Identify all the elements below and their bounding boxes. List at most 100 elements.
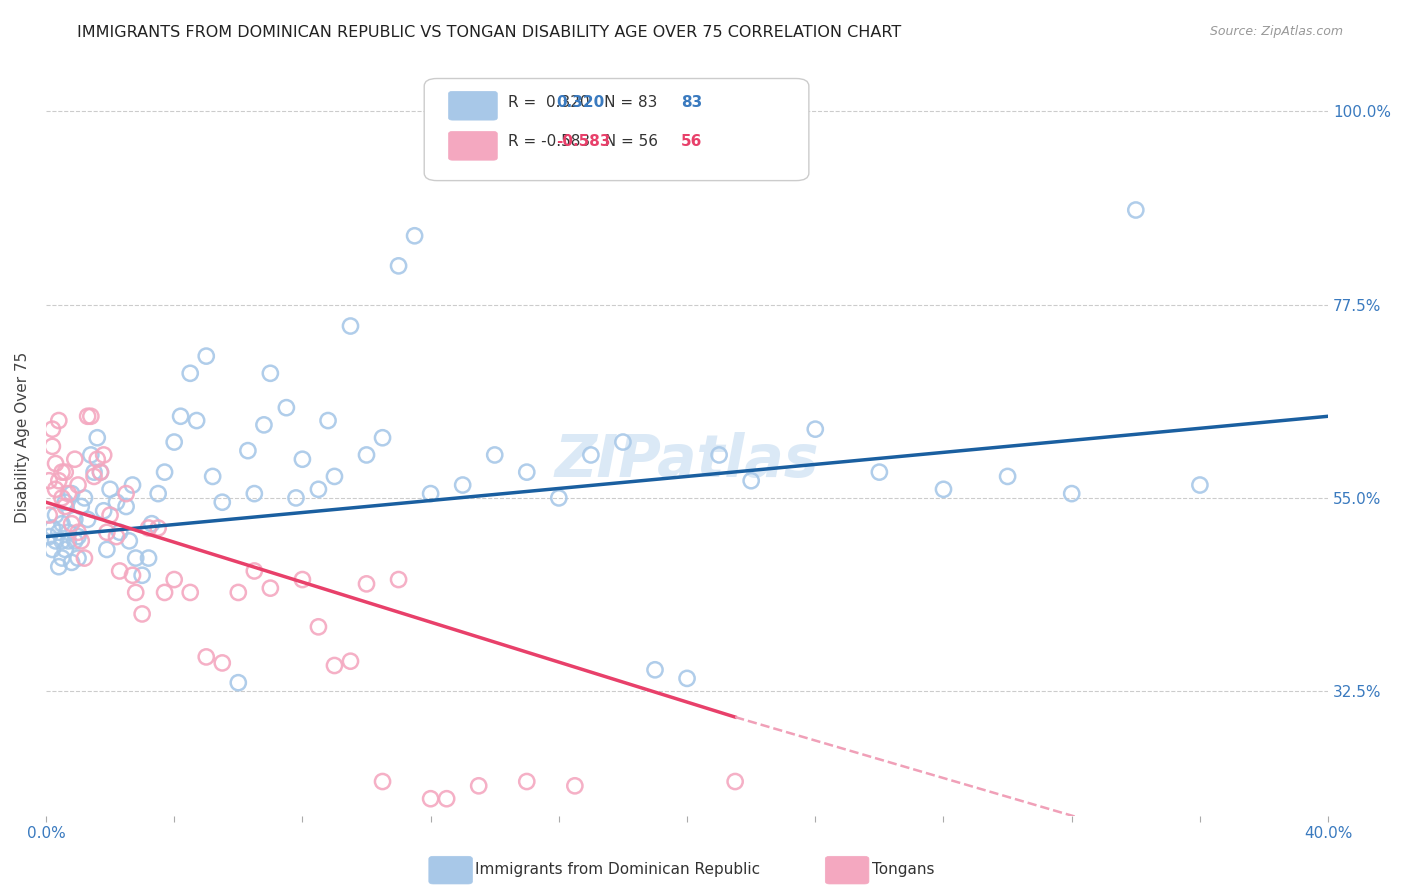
Point bbox=[51, 516, 73, 531]
Point bbox=[259, 581, 281, 595]
Point bbox=[323, 658, 346, 673]
Point bbox=[211, 495, 233, 509]
Point bbox=[146, 521, 169, 535]
Text: IMMIGRANTS FROM DOMINICAN REPUBLIC VS TONGAN DISABILITY AGE OVER 75 CORRELATION : IMMIGRANTS FROM DOMINICAN REPUBLIC VS TO… bbox=[77, 25, 901, 40]
Point bbox=[51, 533, 73, 548]
Point bbox=[1125, 202, 1147, 217]
Point bbox=[451, 478, 474, 492]
Point bbox=[387, 259, 409, 273]
Text: -0.583: -0.583 bbox=[557, 134, 610, 149]
Point bbox=[45, 483, 67, 497]
Point bbox=[169, 409, 191, 424]
Point bbox=[73, 491, 96, 505]
Point bbox=[226, 675, 249, 690]
Point bbox=[105, 530, 128, 544]
Point bbox=[70, 500, 93, 514]
Point bbox=[153, 465, 176, 479]
Text: 83: 83 bbox=[681, 95, 702, 110]
Point bbox=[564, 779, 586, 793]
Point bbox=[323, 469, 346, 483]
Point bbox=[98, 508, 121, 522]
Point bbox=[356, 448, 378, 462]
Point bbox=[98, 483, 121, 497]
Text: ZIPatlas: ZIPatlas bbox=[555, 432, 820, 489]
Point bbox=[138, 521, 160, 535]
Point bbox=[259, 366, 281, 380]
Point bbox=[118, 533, 141, 548]
Point bbox=[93, 448, 115, 462]
Point bbox=[371, 774, 394, 789]
FancyBboxPatch shape bbox=[449, 131, 498, 161]
Point bbox=[76, 512, 98, 526]
Point bbox=[51, 551, 73, 566]
Point bbox=[125, 585, 148, 599]
Text: 56: 56 bbox=[681, 134, 702, 149]
Point bbox=[51, 491, 73, 505]
Point bbox=[80, 448, 103, 462]
Point bbox=[547, 491, 569, 505]
Point bbox=[179, 366, 201, 380]
Point bbox=[163, 573, 186, 587]
Text: R =  0.320   N = 83: R = 0.320 N = 83 bbox=[508, 95, 657, 110]
Point bbox=[131, 607, 153, 621]
Point bbox=[41, 542, 63, 557]
Point bbox=[38, 508, 60, 522]
Point bbox=[51, 465, 73, 479]
Point bbox=[307, 483, 329, 497]
Point bbox=[339, 318, 361, 333]
Point bbox=[484, 448, 506, 462]
Point bbox=[740, 474, 762, 488]
Point bbox=[195, 349, 218, 363]
Point bbox=[868, 465, 890, 479]
Point bbox=[60, 516, 83, 531]
Point bbox=[60, 555, 83, 569]
Point bbox=[579, 448, 602, 462]
Point bbox=[316, 413, 339, 427]
Point bbox=[1188, 478, 1211, 492]
Point bbox=[45, 508, 67, 522]
Point bbox=[291, 573, 314, 587]
Point bbox=[141, 516, 163, 531]
Point bbox=[48, 559, 70, 574]
Point bbox=[93, 504, 115, 518]
Point bbox=[53, 542, 76, 557]
Point bbox=[96, 525, 118, 540]
Point bbox=[804, 422, 827, 436]
Point bbox=[58, 525, 80, 540]
Point bbox=[38, 474, 60, 488]
Point bbox=[276, 401, 298, 415]
Point bbox=[419, 791, 441, 805]
Point bbox=[41, 439, 63, 453]
Point bbox=[63, 512, 86, 526]
Point bbox=[63, 533, 86, 548]
Point bbox=[236, 443, 259, 458]
Point bbox=[419, 486, 441, 500]
Point bbox=[146, 486, 169, 500]
Point bbox=[467, 779, 489, 793]
Point bbox=[38, 530, 60, 544]
Text: Immigrants from Dominican Republic: Immigrants from Dominican Republic bbox=[475, 863, 761, 877]
Point bbox=[66, 551, 89, 566]
Point bbox=[163, 435, 186, 450]
Point bbox=[997, 469, 1019, 483]
FancyBboxPatch shape bbox=[425, 78, 808, 180]
Point bbox=[53, 500, 76, 514]
Point bbox=[201, 469, 224, 483]
Point bbox=[612, 435, 634, 450]
Point bbox=[45, 457, 67, 471]
Point bbox=[179, 585, 201, 599]
Point bbox=[186, 413, 208, 427]
Point bbox=[516, 465, 538, 479]
Point bbox=[115, 486, 138, 500]
Point bbox=[60, 486, 83, 500]
Point bbox=[53, 465, 76, 479]
Point bbox=[125, 551, 148, 566]
Point bbox=[1060, 486, 1083, 500]
Point bbox=[83, 465, 105, 479]
Point bbox=[73, 551, 96, 566]
Point bbox=[48, 525, 70, 540]
Point bbox=[41, 521, 63, 535]
Point bbox=[307, 620, 329, 634]
Point bbox=[80, 409, 103, 424]
Text: Tongans: Tongans bbox=[872, 863, 934, 877]
